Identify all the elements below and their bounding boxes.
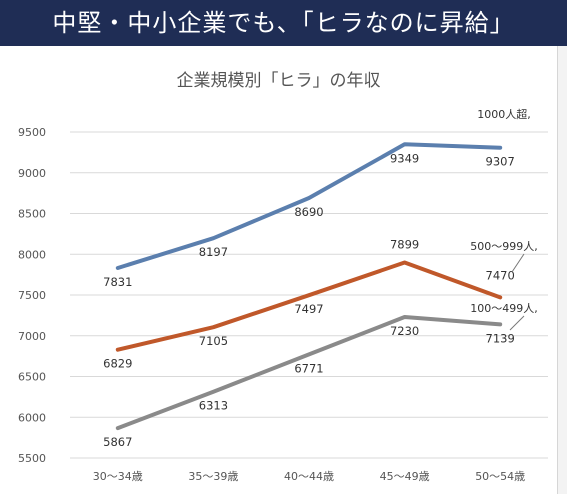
- label-leader-line: [509, 315, 525, 331]
- data-label: 8690: [294, 205, 323, 219]
- line-chart: 5500 6000 6500 7000 7500 8000 8500 9000 9500 30～3…: [18, 107, 548, 483]
- data-label: 6313: [199, 399, 228, 413]
- x-tick-label: 45～49歳: [380, 470, 430, 483]
- series-line: [115, 142, 503, 270]
- series-line: [115, 260, 503, 352]
- label-leader-line: [511, 253, 525, 273]
- y-tick-label: 8500: [18, 208, 46, 221]
- data-label: 7105: [199, 334, 228, 348]
- y-tick-label: 9000: [18, 167, 46, 180]
- data-label: 5867: [103, 435, 132, 449]
- chart-panel: 企業規模別「ヒラ」の年収 5500 6000 6500 7000 7500 8000 850…: [0, 46, 567, 494]
- data-label: 7831: [103, 275, 132, 289]
- series-label: 500～999人,: [470, 240, 538, 253]
- data-label: 7899: [390, 237, 419, 251]
- title-banner: 中堅・中小企業でも、「ヒラなのに昇給」: [0, 0, 567, 46]
- data-label: 9349: [390, 151, 419, 165]
- y-tick-label: 9500: [18, 126, 46, 139]
- y-tick-label: 7000: [18, 330, 46, 343]
- chart-card: 企業規模別「ヒラ」の年収 5500 6000 6500 7000 7500 8000 850…: [0, 46, 558, 494]
- series-label: 1000人超,: [477, 107, 531, 121]
- x-tick-label: 40～44歳: [284, 470, 334, 483]
- series-label: 100～499人,: [470, 302, 538, 315]
- y-tick-label: 6500: [18, 371, 46, 384]
- data-label: 9307: [486, 155, 515, 169]
- x-tick-label: 30～34歳: [93, 470, 143, 483]
- y-tick-label: 8000: [18, 248, 46, 261]
- data-label: 6829: [103, 357, 132, 371]
- data-label: 7139: [486, 331, 515, 345]
- x-tick-label: 35～39歳: [188, 470, 238, 483]
- y-tick-label: 6000: [18, 411, 46, 424]
- y-tick-label: 7500: [18, 289, 46, 302]
- series-line: [115, 315, 503, 431]
- chart-title: 企業規模別「ヒラ」の年収: [176, 71, 381, 91]
- data-label: 7497: [294, 302, 323, 316]
- data-label: 7230: [390, 324, 419, 338]
- data-label: 6771: [294, 361, 323, 375]
- x-tick-label: 50～54歳: [475, 470, 525, 483]
- banner-title: 中堅・中小企業でも、「ヒラなのに昇給」: [52, 9, 515, 37]
- y-tick-label: 5500: [18, 452, 46, 465]
- data-label: 8197: [199, 245, 228, 259]
- data-label: 7470: [486, 268, 515, 282]
